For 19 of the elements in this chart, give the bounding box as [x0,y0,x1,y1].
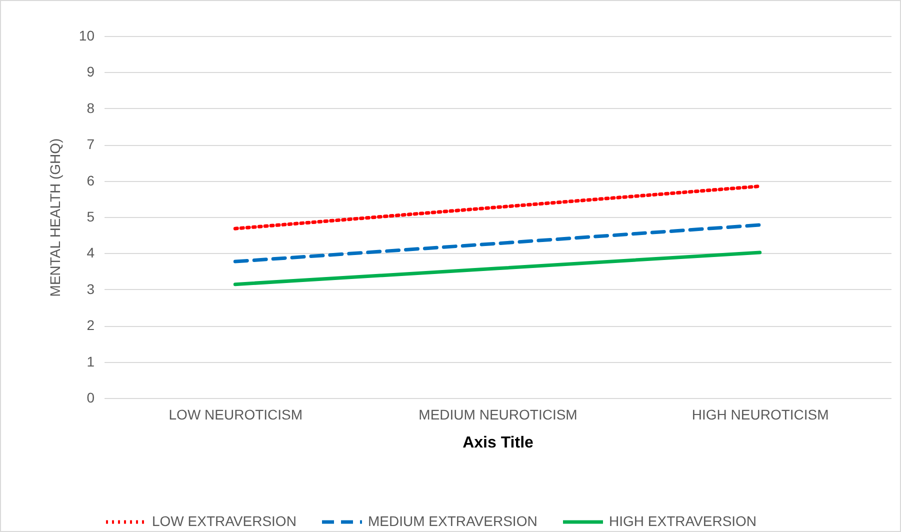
y-tick-label: 8 [86,100,95,116]
y-tick-label: 4 [86,244,95,261]
y-tick-label: 10 [78,28,95,44]
x-tick-label: MEDIUM NEUROTICISM [418,406,578,422]
legend-label: MEDIUM EXTRAVERSION [368,513,538,529]
y-axis-title: MENTAL HEALTH (GHQ) [46,138,63,297]
y-tick-label: 9 [86,64,95,80]
x-tick-label: HIGH NEUROTICISM [692,406,829,422]
y-tick-label: 7 [86,136,95,152]
y-tick-label: 5 [86,208,95,224]
y-tick-label: 0 [86,390,95,406]
y-tick-label: 2 [86,317,95,334]
legend-label: HIGH EXTRAVERSION [609,513,757,529]
y-tick-label: 6 [86,172,95,188]
y-tick-label: 1 [86,353,95,370]
y-tick-label: 3 [86,280,95,297]
x-axis-title: Axis Title [462,434,534,452]
legend-label: LOW EXTRAVERSION [152,513,296,529]
x-tick-label: LOW NEUROTICISM [168,406,303,422]
